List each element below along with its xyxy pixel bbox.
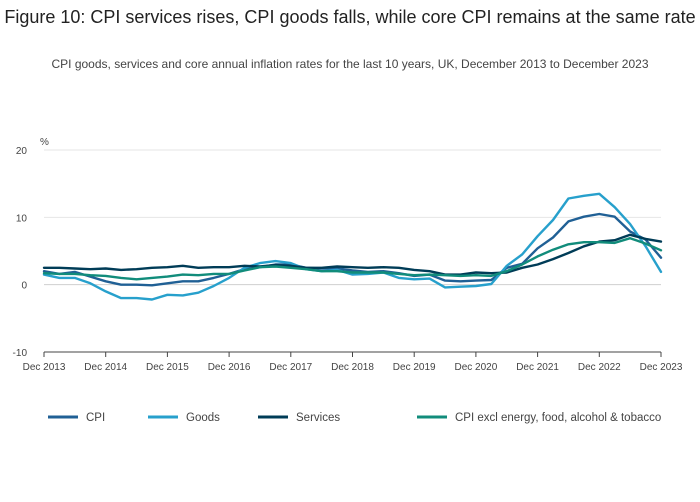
y-tick-label: -10	[13, 348, 28, 359]
x-tick-label: Dec 2016	[208, 362, 251, 373]
chart-subtitle: CPI goods, services and core annual infl…	[51, 57, 649, 71]
legend-label: Goods	[186, 412, 220, 424]
y-tick-label: 0	[21, 281, 27, 292]
x-tick-label: Dec 2021	[516, 362, 559, 373]
x-tick-label: Dec 2020	[454, 362, 497, 373]
x-tick-label: Dec 2014	[84, 362, 127, 373]
legend-label: CPI	[86, 412, 105, 424]
legend-label: CPI excl energy, food, alcohol & tobacco	[455, 412, 661, 424]
legend-label: Services	[296, 412, 340, 424]
y-tick-label: 10	[16, 213, 28, 224]
x-tick-label: Dec 2017	[269, 362, 312, 373]
series-line-cpi-excl-energy-food-alcohol-tobacco	[42, 237, 663, 281]
y-axis-label: %	[40, 137, 49, 148]
chart-title: Figure 10: CPI services rises, CPI goods…	[4, 7, 696, 27]
series-line-cpi	[42, 212, 663, 287]
x-tick-label: Dec 2013	[23, 362, 66, 373]
series-line-goods	[42, 192, 663, 301]
x-tick-label: Dec 2023	[640, 362, 683, 373]
x-tick-label: Dec 2019	[393, 362, 436, 373]
x-tick-label: Dec 2022	[578, 362, 621, 373]
x-tick-label: Dec 2015	[146, 362, 189, 373]
y-tick-label: 20	[16, 146, 28, 157]
x-tick-label: Dec 2018	[331, 362, 374, 373]
series-line-services	[42, 233, 663, 276]
